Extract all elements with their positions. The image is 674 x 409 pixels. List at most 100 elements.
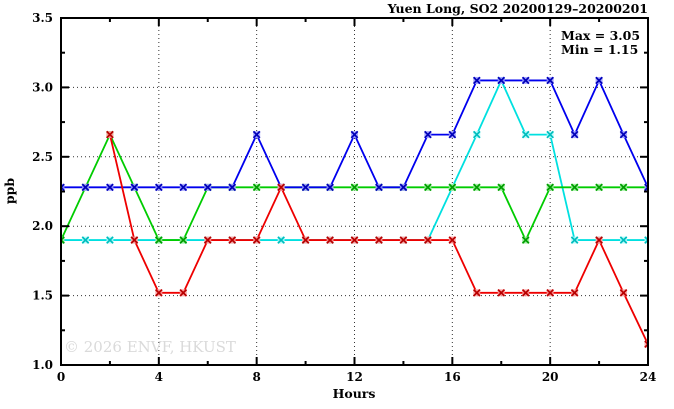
data-point-marker <box>252 130 261 139</box>
data-point-marker <box>521 236 530 244</box>
data-point-marker <box>81 236 90 244</box>
data-point-marker <box>61 183 65 192</box>
data-point-marker <box>472 289 481 297</box>
y-tick-label: 3.5 <box>32 11 53 25</box>
marker-x-stroke <box>521 76 530 85</box>
marker-x-stroke <box>546 183 554 192</box>
marker-x-stroke <box>570 236 579 244</box>
data-point-marker <box>546 183 554 192</box>
data-point-marker <box>130 183 139 192</box>
data-point-marker <box>424 236 432 244</box>
data-point-marker <box>644 340 648 348</box>
series-blue <box>61 76 648 192</box>
marker-x-stroke <box>472 183 481 192</box>
marker-x-stroke <box>130 236 139 244</box>
marker-x-stroke <box>277 236 285 244</box>
data-point-marker <box>252 236 261 244</box>
marker-x-stroke <box>179 183 188 192</box>
annotation-min: Min = 1.15 <box>561 42 638 57</box>
marker-x-stroke <box>521 130 530 139</box>
data-point-marker <box>155 289 163 297</box>
marker-halo <box>644 183 648 191</box>
data-point-marker <box>277 183 285 192</box>
marker-x-stroke <box>179 236 188 244</box>
marker-x-stroke <box>81 236 90 244</box>
marker-x-stroke <box>106 183 114 192</box>
marker-x-stroke <box>644 238 648 244</box>
marker-x-stroke <box>252 183 261 192</box>
data-point-marker <box>106 183 114 192</box>
marker-x-stroke <box>619 236 628 244</box>
series-layer <box>61 76 648 348</box>
data-point-marker <box>350 130 359 139</box>
x-tick-label: 24 <box>640 370 657 384</box>
marker-x-stroke <box>424 130 432 139</box>
x-tick-label: 0 <box>57 370 65 384</box>
marker-x-stroke <box>61 236 65 242</box>
marker-x-stroke <box>546 130 554 139</box>
marker-x-stroke <box>448 236 457 244</box>
data-point-marker <box>203 183 212 192</box>
marker-x-stroke <box>644 342 648 348</box>
data-point-marker <box>277 236 285 244</box>
data-point-marker <box>375 236 383 244</box>
marker-x-stroke <box>203 183 212 192</box>
data-point-marker <box>350 183 359 192</box>
data-point-marker <box>497 183 506 192</box>
data-point-marker <box>81 183 90 192</box>
data-point-marker <box>472 76 481 85</box>
data-point-marker <box>61 236 65 244</box>
marker-x-stroke <box>252 236 261 244</box>
marker-x-stroke <box>228 183 237 192</box>
data-point-marker <box>179 236 188 244</box>
data-point-marker <box>106 130 114 139</box>
marker-x-stroke <box>644 340 648 346</box>
marker-x-stroke <box>301 236 310 244</box>
marker-x-stroke <box>61 183 65 189</box>
y-tick-label: 2.5 <box>32 150 53 164</box>
marker-x-stroke <box>61 238 65 244</box>
marker-x-stroke <box>472 289 481 297</box>
data-point-marker <box>644 183 648 192</box>
marker-x-stroke <box>595 236 603 244</box>
data-point-marker <box>106 236 114 244</box>
series-cyan-line <box>61 79 648 241</box>
data-point-marker <box>326 236 334 244</box>
data-point-marker <box>521 130 530 139</box>
data-point-marker <box>546 130 554 139</box>
marker-x-stroke <box>350 236 359 244</box>
marker-x-stroke <box>106 236 114 244</box>
marker-x-stroke <box>61 186 65 192</box>
data-point-marker <box>448 236 457 244</box>
data-point-marker <box>448 130 457 139</box>
marker-x-stroke <box>228 236 237 244</box>
marker-x-stroke <box>644 236 648 242</box>
watermark: © 2026 ENVF, HKUST <box>64 338 236 356</box>
data-point-marker <box>155 236 163 244</box>
marker-x-stroke <box>595 76 603 85</box>
data-point-marker <box>179 289 188 297</box>
marker-x-stroke <box>521 289 530 297</box>
data-point-marker <box>595 183 603 192</box>
axes-layer <box>60 17 649 366</box>
data-point-marker <box>546 289 554 297</box>
marker-x-stroke <box>472 76 481 85</box>
marker-x-stroke <box>497 289 506 297</box>
marker-x-stroke <box>130 183 139 192</box>
marker-x-stroke <box>546 289 554 297</box>
marker-x-stroke <box>497 76 506 85</box>
marker-x-stroke <box>399 183 408 192</box>
marker-x-stroke <box>326 236 334 244</box>
data-point-marker <box>228 183 237 192</box>
marker-x-stroke <box>472 130 481 139</box>
data-point-marker <box>203 236 212 244</box>
marker-x-stroke <box>106 130 114 139</box>
data-point-marker <box>497 76 506 85</box>
marker-x-stroke <box>424 183 432 192</box>
grid-layer <box>61 18 648 365</box>
y-tick-label: 3.0 <box>32 80 53 94</box>
marker-x-stroke <box>570 289 579 297</box>
y-tick-label: 1.0 <box>32 358 53 372</box>
marker-halo <box>644 340 648 348</box>
